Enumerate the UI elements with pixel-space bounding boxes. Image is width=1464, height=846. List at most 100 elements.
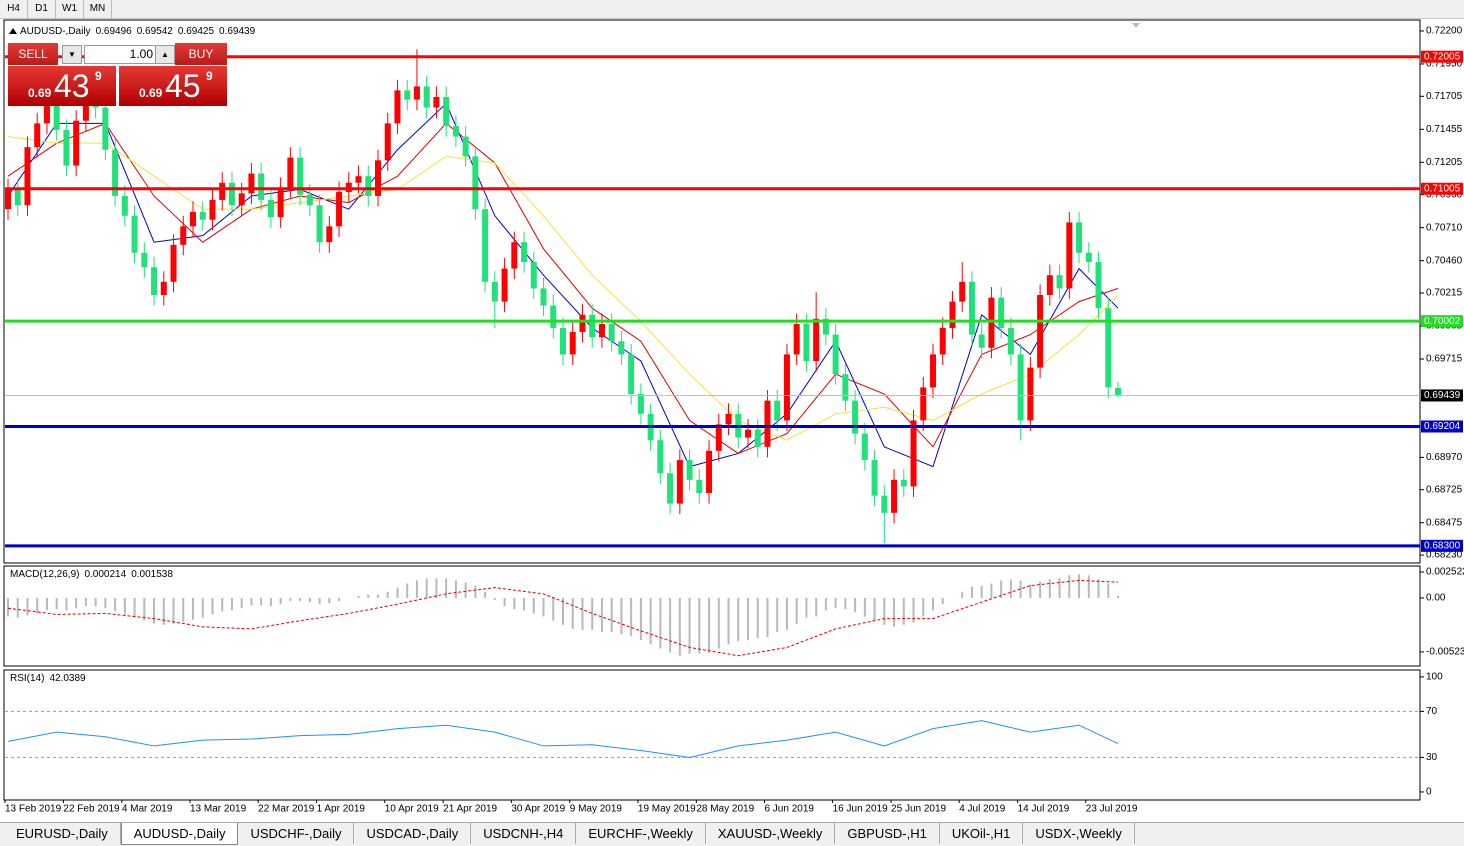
- shift-marker: [1132, 23, 1140, 28]
- candle-body: [774, 400, 781, 421]
- y-tick-label: 0.70710: [1426, 222, 1463, 233]
- candle-body: [686, 460, 693, 480]
- x-tick-label: 10 Apr 2019: [385, 804, 439, 815]
- level-label: 0.72005: [1424, 51, 1461, 62]
- candle-body: [920, 387, 927, 421]
- y-tick-label: 0.70960: [1426, 189, 1463, 200]
- lot-input[interactable]: 1.00: [84, 45, 158, 64]
- candle-body: [813, 318, 820, 362]
- y-tick-label: 0.71455: [1426, 124, 1463, 135]
- candle-body: [598, 324, 605, 338]
- candle-body: [891, 479, 898, 513]
- candle-body: [949, 301, 956, 329]
- candle-body: [1066, 222, 1073, 289]
- level-label-box: [1421, 315, 1463, 328]
- symbol-tab[interactable]: XAUUSD-,Weekly: [706, 823, 836, 844]
- symbol-tab[interactable]: EURCHF-,Weekly: [576, 823, 706, 844]
- candle-body: [24, 147, 31, 206]
- macd-panel: [3, 565, 1421, 667]
- candle-body: [900, 479, 907, 487]
- candle-body: [219, 182, 226, 200]
- candle-body: [1076, 222, 1083, 253]
- indicator-header: RSI(14) 42.0389: [10, 673, 86, 684]
- x-tick-label: 14 Jul 2019: [1018, 804, 1070, 815]
- level-label-box: [1421, 50, 1463, 63]
- symbol-tab[interactable]: USDCHF-,Daily: [238, 823, 355, 844]
- indicator-header: MACD(12,26,9) 0.000214 0.001538: [10, 569, 173, 580]
- candle-body: [706, 450, 713, 494]
- x-tick-label: 16 Jun 2019: [833, 804, 888, 815]
- indicator-title: MACD(12,26,9): [10, 569, 79, 580]
- candle-body: [14, 189, 21, 206]
- signal-line: [7, 579, 1119, 657]
- y-tick-label: 100: [1426, 672, 1443, 683]
- buy-button[interactable]: BUY: [175, 43, 227, 65]
- candle-body: [297, 157, 304, 195]
- timeframe-button[interactable]: MN: [84, 0, 112, 18]
- candle-body: [355, 176, 362, 183]
- y-tick-label: 0.00: [1426, 593, 1446, 604]
- candle-body: [968, 281, 975, 335]
- moving-average: [7, 136, 1119, 441]
- symbol-tab[interactable]: USDCNH-,H4: [471, 823, 577, 844]
- candle-body: [238, 193, 245, 206]
- toolbar: H4 D1 W1 MN: [0, 0, 1464, 19]
- level-label-box: [1421, 539, 1463, 552]
- rsi-panel: [3, 669, 1421, 801]
- symbol-tab[interactable]: USDCAD-,Daily: [354, 823, 472, 844]
- x-tick-label: 13 Mar 2019: [190, 804, 247, 815]
- candle-body: [793, 324, 800, 355]
- candle-body: [413, 86, 420, 100]
- candle-body: [608, 324, 615, 342]
- candle-body: [618, 341, 625, 355]
- candle-body: [832, 334, 839, 375]
- timeframe-button[interactable]: H4: [0, 0, 28, 18]
- y-tick-label: 70: [1426, 706, 1438, 717]
- lot-up[interactable]: ▲: [155, 45, 175, 64]
- y-tick-label: 0.71705: [1426, 91, 1463, 102]
- candle-body: [287, 157, 294, 189]
- candle-body: [988, 297, 995, 348]
- x-tick-label: 4 Mar 2019: [122, 804, 173, 815]
- header-open: 0.69496: [96, 26, 133, 37]
- candle-body: [73, 120, 80, 166]
- x-tick-label: 30 Apr 2019: [511, 804, 565, 815]
- symbol-tab[interactable]: GBPUSD-,H1: [835, 823, 940, 844]
- candle-body: [1095, 261, 1102, 309]
- ask-pips: 45: [165, 68, 201, 104]
- x-tick-label: 28 May 2019: [696, 804, 754, 815]
- candle-body: [803, 324, 810, 362]
- timeframe-button[interactable]: W1: [56, 0, 84, 18]
- header-high: 0.69542: [137, 26, 174, 37]
- candle-body: [209, 199, 216, 220]
- symbol-tab[interactable]: USDX-,Weekly: [1023, 823, 1135, 844]
- rsi-line: [7, 720, 1119, 758]
- level-label: 0.70002: [1424, 316, 1461, 327]
- candle-body: [521, 242, 528, 262]
- timeframe-button[interactable]: D1: [28, 0, 56, 18]
- ask-quote[interactable]: 0.69 45 9: [119, 66, 227, 106]
- x-tick-label: 25 Jun 2019: [891, 804, 946, 815]
- candle-body: [102, 107, 109, 150]
- candle-body: [1007, 328, 1014, 355]
- candle-body: [1017, 354, 1024, 421]
- bid-quote[interactable]: 0.69 43 9: [8, 66, 116, 106]
- symbol-tab[interactable]: EURUSD-,Daily: [4, 823, 121, 844]
- level-label: 0.71005: [1424, 183, 1461, 194]
- x-tick-label: 4 Jul 2019: [959, 804, 1006, 815]
- candle-body: [696, 479, 703, 494]
- symbol-tab[interactable]: UKOil-,H1: [940, 823, 1024, 844]
- candle-body: [316, 205, 323, 243]
- chart-header: AUDUSD-,Daily 0.69496 0.69542 0.69425 0.6943…: [20, 26, 256, 37]
- candle-body: [530, 261, 537, 289]
- candle-body: [277, 188, 284, 218]
- level-label: 0.68300: [1424, 540, 1461, 551]
- symbol-tab[interactable]: AUDUSD-,Daily: [120, 823, 239, 845]
- candle-body: [423, 86, 430, 108]
- candle-body: [715, 424, 722, 451]
- lot-down[interactable]: ▼: [62, 45, 82, 64]
- candle-body: [306, 194, 313, 206]
- candle-body: [462, 136, 469, 157]
- candle-body: [501, 268, 508, 302]
- sell-button[interactable]: SELL: [8, 43, 58, 65]
